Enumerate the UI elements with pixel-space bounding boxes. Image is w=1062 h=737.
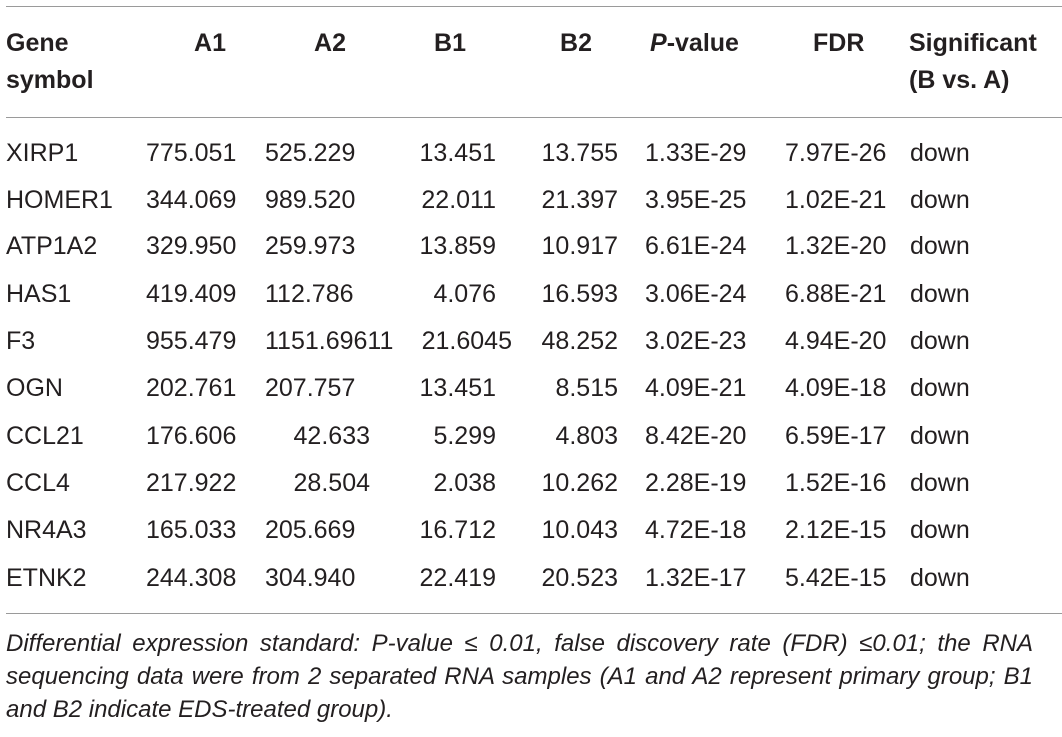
cell-fdr: 1.02E-21 [785,186,887,214]
header-gene-line2: symbol [6,66,94,94]
cell-a1: 955.479 [146,327,237,355]
cell-b2: 21.397 [541,186,618,214]
cell-pvalue: 8.42E-20 [645,422,747,450]
cell-significant: down [910,280,970,308]
header-gene-symbol: Gene symbol [6,25,94,99]
cell-pvalue: 1.33E-29 [645,139,747,167]
cell-b1: 2.038 [433,469,496,497]
cell-gene: ATP1A2 [6,232,98,260]
cell-a1: 176.606 [146,422,237,450]
cell-a1: 202.761 [146,374,237,402]
header-gene-line1: Gene [6,29,69,57]
cell-significant: down [910,374,970,402]
cell-b2: 4.803 [555,422,618,450]
cell-gene: CCL4 [6,469,70,497]
cell-a2: 207.757 [265,374,356,402]
cell-b2: 10.262 [541,469,618,497]
cell-b1: 22.011 [421,186,496,214]
cell-significant: down [910,469,970,497]
table-footnote: Differential expression standard: P-valu… [6,630,1033,723]
cell-b1: 21.6045 [421,327,512,355]
cell-b2: 13.755 [541,139,618,167]
cell-gene: HOMER1 [6,186,113,214]
header-significant: Significant (B vs. A) [909,25,1037,99]
cell-gene: HAS1 [6,280,72,308]
cell-pvalue: 3.06E-24 [645,280,747,308]
cell-b1: 22.419 [419,564,496,592]
header-rule [6,117,1062,118]
cell-fdr: 1.52E-16 [785,469,887,497]
cell-pvalue: 3.95E-25 [645,186,747,214]
cell-a2: 525.229 [265,139,356,167]
cell-a1: 217.922 [146,469,237,497]
cell-a2: 42.633 [293,422,370,450]
cell-pvalue: 3.02E-23 [645,327,747,355]
cell-b1: 16.712 [419,516,496,544]
cell-a1: 419.409 [146,280,237,308]
cell-fdr: 7.97E-26 [785,139,887,167]
cell-fdr: 6.88E-21 [785,280,887,308]
cell-b1: 4.076 [433,280,496,308]
cell-fdr: 5.42E-15 [785,564,887,592]
cell-fdr: 1.32E-20 [785,232,887,260]
cell-pvalue: 2.28E-19 [645,469,747,497]
cell-significant: down [910,232,970,260]
header-pvalue-rest: -value [666,29,739,57]
cell-fdr: 4.09E-18 [785,374,887,402]
header-b2: B2 [560,29,592,57]
cell-b1: 13.451 [419,374,496,402]
cell-a2: 1151.69611 [265,327,394,355]
cell-significant: down [910,186,970,214]
cell-b2: 8.515 [555,374,618,402]
cell-gene: F3 [6,327,36,355]
cell-b2: 48.252 [541,327,618,355]
cell-a2: 304.940 [265,564,356,592]
cell-a2: 989.520 [265,186,356,214]
cell-a1: 165.033 [146,516,237,544]
cell-gene: OGN [6,374,63,402]
bottom-rule [6,613,1062,614]
cell-significant: down [910,422,970,450]
cell-significant: down [910,516,970,544]
cell-fdr: 2.12E-15 [785,516,887,544]
header-b1: B1 [434,29,466,57]
cell-b1: 5.299 [433,422,496,450]
cell-pvalue: 6.61E-24 [645,232,747,260]
cell-b1: 13.859 [419,232,496,260]
cell-gene: ETNK2 [6,564,87,592]
cell-b2: 16.593 [541,280,618,308]
cell-a1: 244.308 [146,564,237,592]
cell-fdr: 6.59E-17 [785,422,887,450]
header-sig-line1: Significant [909,29,1037,57]
cell-gene: XIRP1 [6,139,79,167]
cell-a1: 344.069 [146,186,237,214]
header-a2: A2 [314,29,346,57]
cell-b2: 10.917 [541,232,618,260]
cell-pvalue: 4.09E-21 [645,374,747,402]
cell-gene: NR4A3 [6,516,87,544]
top-rule [6,6,1062,7]
header-fdr: FDR [813,29,865,57]
header-a1: A1 [194,29,226,57]
cell-b2: 10.043 [541,516,618,544]
cell-a2: 28.504 [293,469,370,497]
cell-significant: down [910,564,970,592]
cell-a1: 775.051 [146,139,237,167]
cell-a2: 112.786 [265,280,354,308]
cell-b1: 13.451 [419,139,496,167]
cell-pvalue: 4.72E-18 [645,516,747,544]
cell-gene: CCL21 [6,422,84,450]
header-sig-line2: (B vs. A) [909,66,1010,94]
cell-a1: 329.950 [146,232,237,260]
header-pvalue: P-value [650,25,739,62]
header-pvalue-italic: P [650,29,667,57]
cell-fdr: 4.94E-20 [785,327,887,355]
cell-significant: down [910,327,970,355]
cell-pvalue: 1.32E-17 [645,564,747,592]
cell-b2: 20.523 [541,564,618,592]
cell-a2: 259.973 [265,232,356,260]
cell-a2: 205.669 [265,516,356,544]
cell-significant: down [910,139,970,167]
